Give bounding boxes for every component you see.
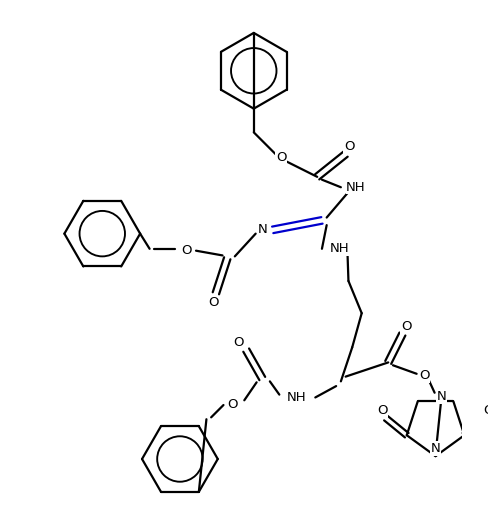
Text: O: O [209,296,219,309]
Text: NH: NH [330,242,350,255]
Text: NH: NH [286,391,306,404]
Text: O: O [276,151,286,165]
Text: O: O [484,404,488,417]
Text: O: O [344,140,355,153]
Text: O: O [228,398,238,411]
Text: O: O [377,404,387,417]
Text: NH: NH [346,181,366,194]
Text: O: O [401,320,411,333]
Text: O: O [233,336,244,349]
Text: O: O [419,369,429,382]
Text: N: N [257,224,267,236]
Text: N: N [431,442,441,455]
Text: N: N [436,390,446,403]
Text: O: O [181,244,192,257]
